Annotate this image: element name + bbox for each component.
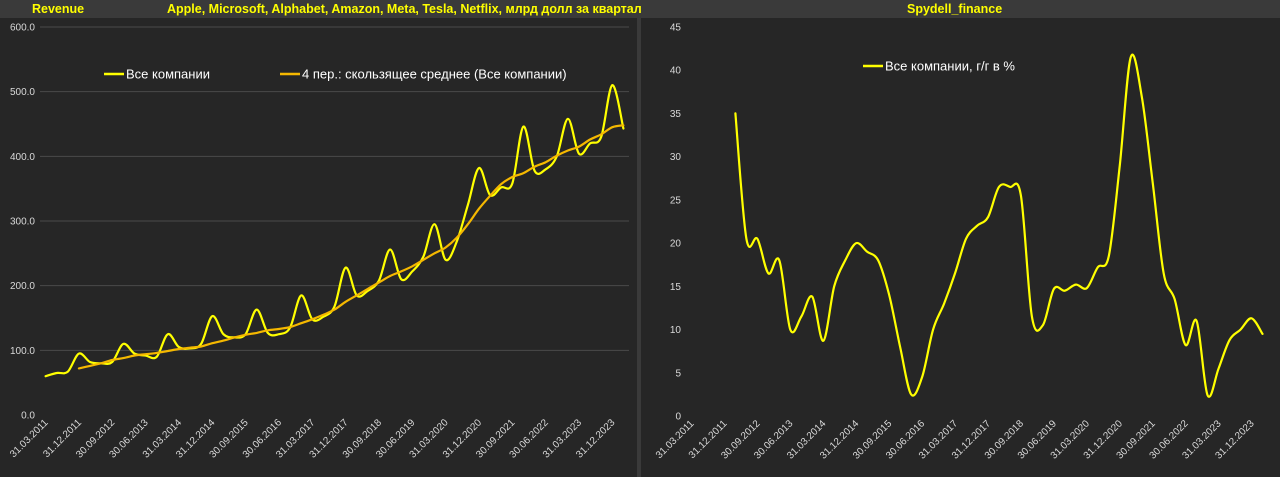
revenue-label: Revenue bbox=[32, 2, 85, 16]
y-tick-label: 600.0 bbox=[10, 23, 35, 34]
y-tick-label: 500.0 bbox=[10, 87, 35, 98]
y-tick-label: 35 bbox=[670, 109, 682, 120]
y-tick-label: 30 bbox=[670, 152, 682, 163]
growth-chart-panel: 0 5 10 15 20 25 30 35 40 45 31.03.2011 31.12.2011 30… bbox=[641, 18, 1280, 477]
series-line bbox=[44, 84, 625, 378]
revenue-chart-panel: 0.0 100.0 200.0 300.0 400.0 500.0 600.0 31.03.2… bbox=[0, 18, 637, 477]
y-tick-label: 45 bbox=[670, 23, 682, 34]
y-tick-label: 300.0 bbox=[10, 217, 35, 228]
panel-separator bbox=[637, 18, 641, 477]
chart-title: Apple, Microsoft, Alphabet, Amazon, Meta… bbox=[167, 2, 642, 16]
y-tick-label: 0.0 bbox=[21, 411, 35, 422]
y-tick-label: 40 bbox=[670, 66, 682, 77]
y-tick-label: 100.0 bbox=[10, 346, 35, 357]
legend-label: Все компании bbox=[126, 67, 210, 82]
y-tick-label: 15 bbox=[670, 282, 682, 293]
y-tick-label: 0 bbox=[675, 412, 681, 423]
y-tick-label: 400.0 bbox=[10, 152, 35, 163]
legend-label: 4 пер.: скользящее среднее (Все компании… bbox=[302, 67, 567, 82]
title-bar: Revenue Apple, Microsoft, Alphabet, Amaz… bbox=[0, 0, 1280, 18]
series-line bbox=[77, 124, 625, 370]
source-label: Spydell_finance bbox=[907, 2, 1003, 16]
y-tick-label: 10 bbox=[670, 325, 682, 336]
series-line bbox=[734, 53, 1264, 398]
growth-chart: 05101520253035404531.03.201131.12.201130… bbox=[654, 23, 1264, 462]
revenue-chart: 0.0100.0200.0300.0400.0500.0600.031.03.2… bbox=[8, 23, 629, 461]
y-tick-label: 200.0 bbox=[10, 281, 35, 292]
y-tick-label: 25 bbox=[670, 195, 682, 206]
legend-label: Все компании, г/г в % bbox=[885, 59, 1015, 74]
y-tick-label: 20 bbox=[670, 239, 682, 250]
y-tick-label: 5 bbox=[675, 368, 681, 379]
